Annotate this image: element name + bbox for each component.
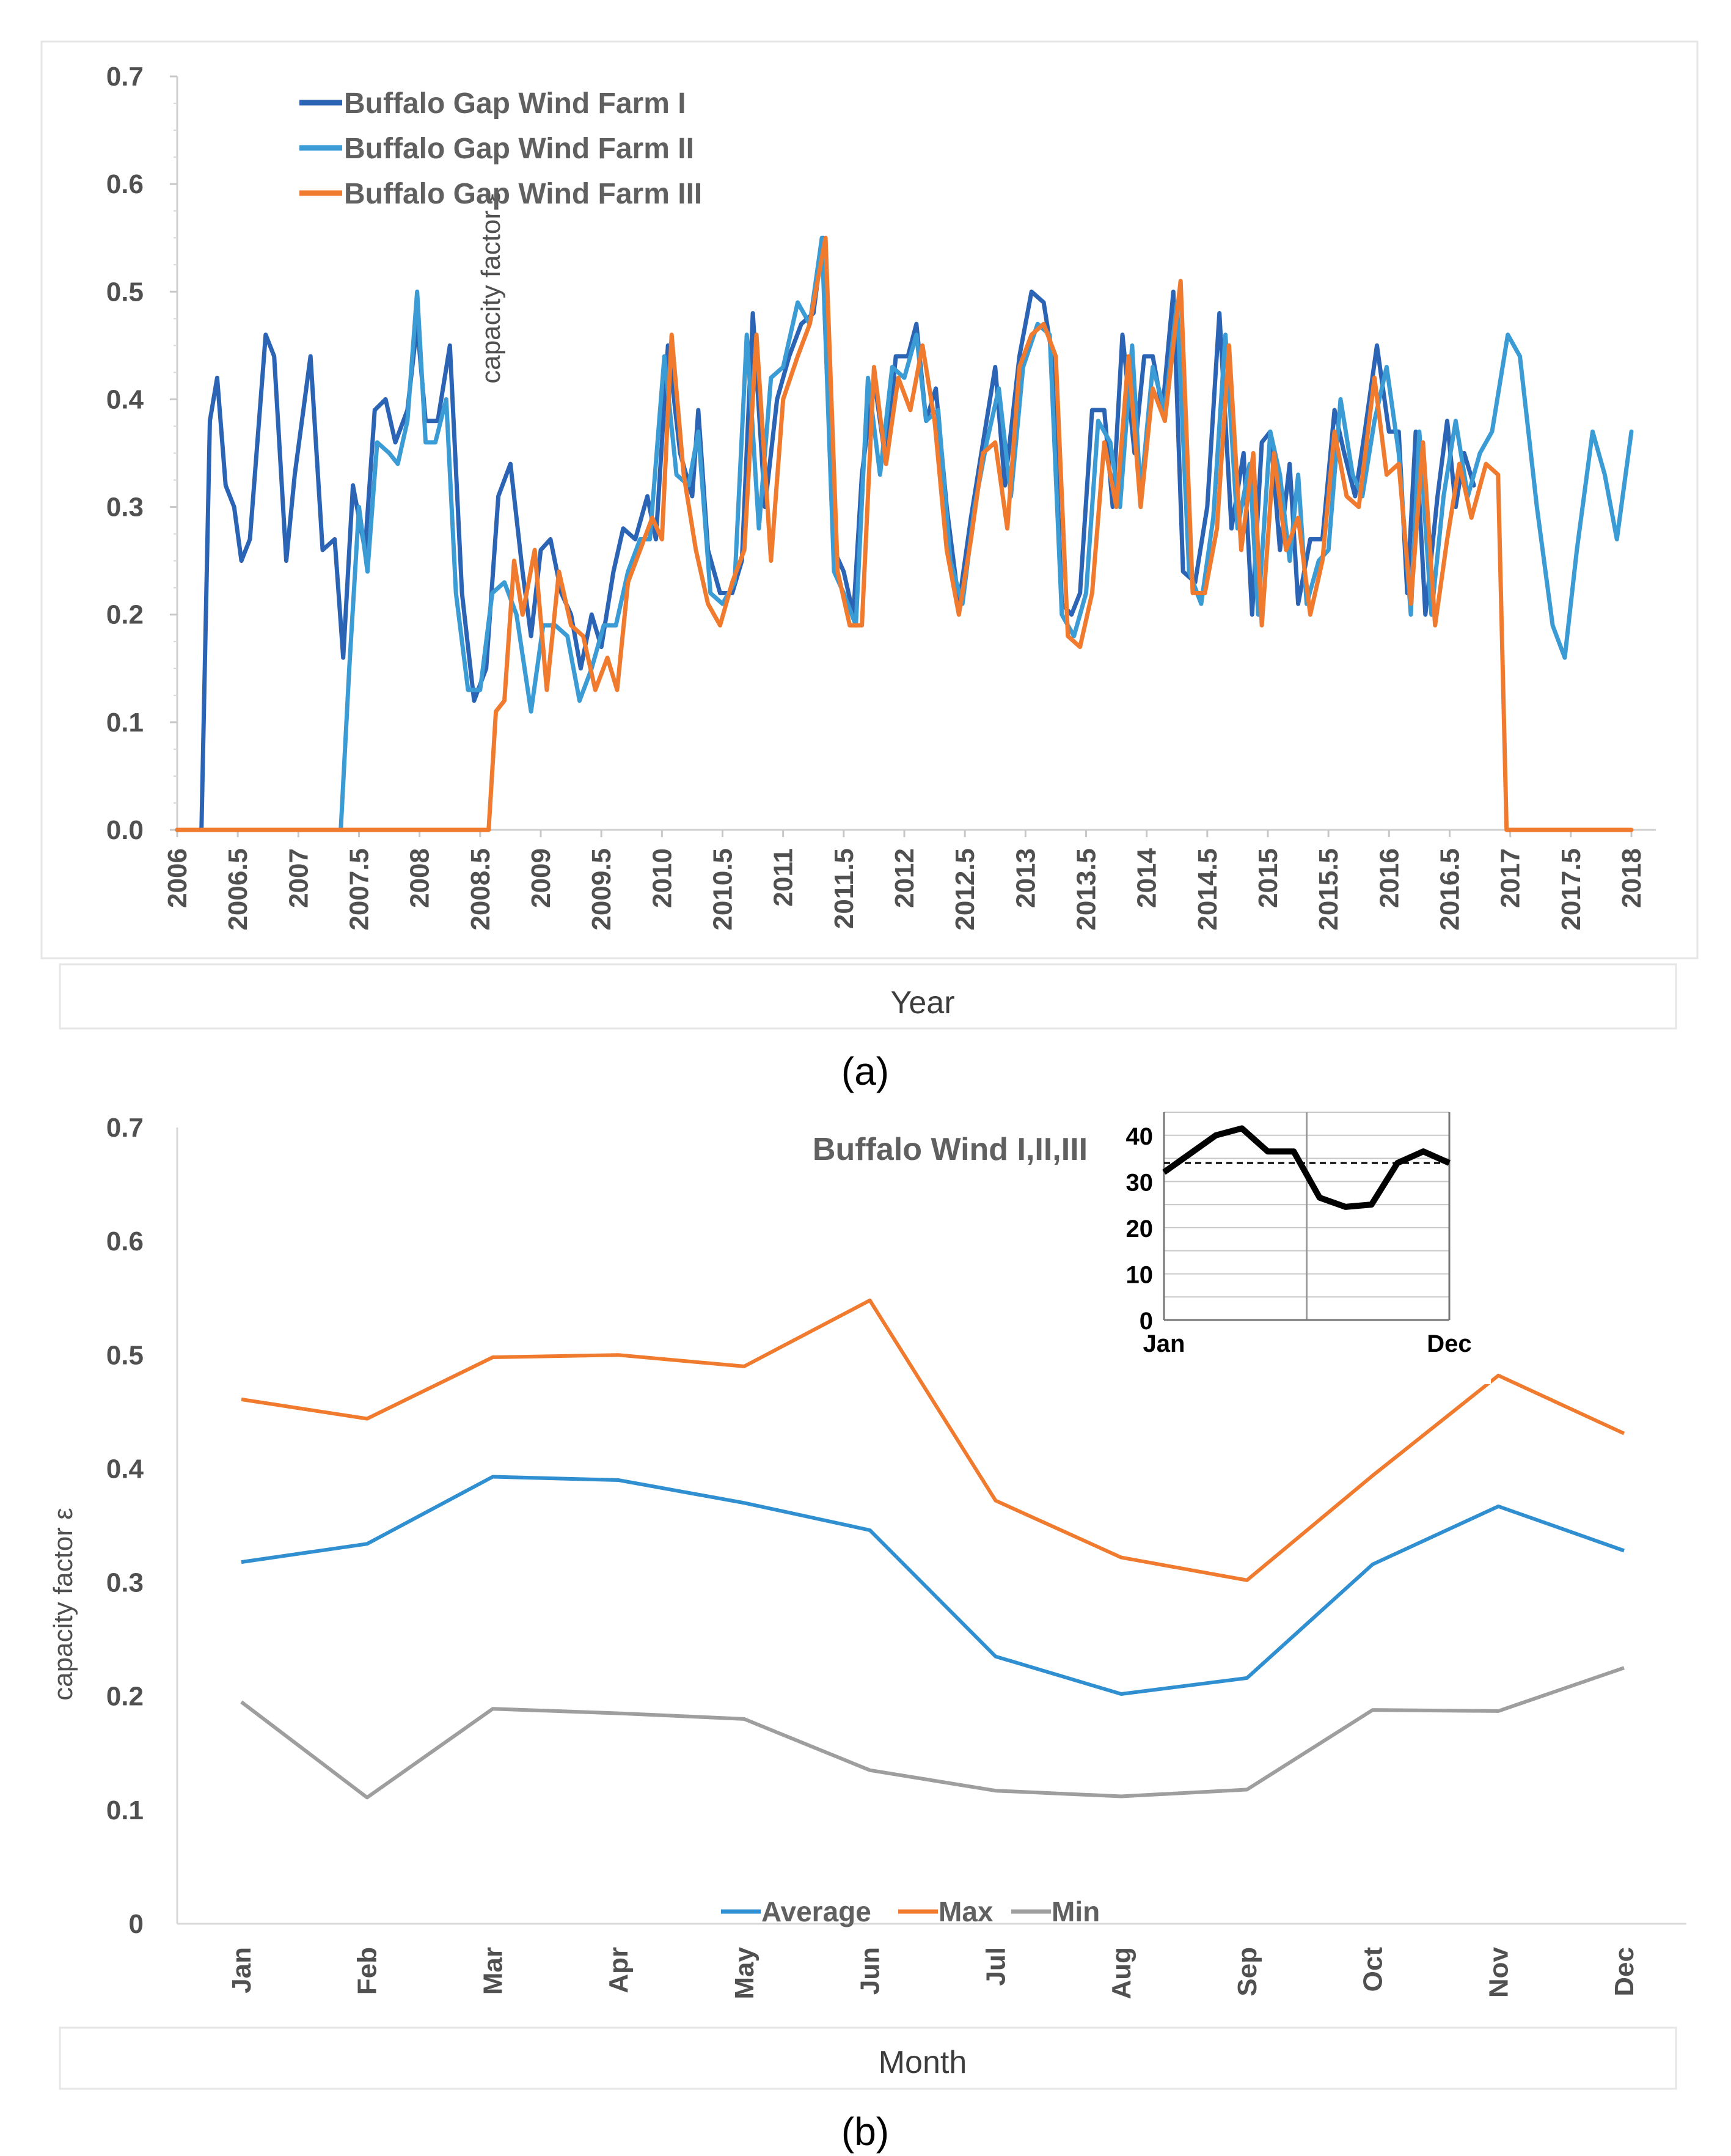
panel-a-y-tick-label: 0.2: [106, 600, 144, 630]
series-line-max: [241, 1298, 1625, 1582]
panel-a-x-tick-label: 2009: [526, 848, 556, 908]
panel-b-x-tick-label: Jul: [981, 1947, 1011, 1986]
panel-b-x-tick-label: Jan: [227, 1947, 257, 1993]
panel-a-x-tick-label: 2016.5: [1435, 848, 1465, 931]
panel-a-x-tick-label: 2016: [1374, 848, 1404, 908]
inset-chart: 0 10 20 30 40 Jan Dec: [1100, 1103, 1491, 1384]
panel-b-y-tick-label: 0.6: [106, 1226, 144, 1256]
panel-b-y-tick-label: 0.2: [106, 1682, 144, 1712]
panel-a-xlabel-box: [59, 963, 1677, 1030]
inset-x-tick-label: Dec: [1427, 1330, 1471, 1357]
panel-b-x-tick-label: Dec: [1609, 1947, 1639, 1997]
panel-a-x-tick-label: 2010.5: [708, 848, 738, 931]
panel-a-x-tick-label: 2007: [284, 848, 313, 908]
panel-b-x-tick-label: Aug: [1107, 1947, 1136, 2000]
panel-a-y-tick-label: 0.5: [106, 277, 144, 307]
panel-a-x-tick-label: 2011: [769, 848, 799, 906]
series-line-average: [241, 1475, 1625, 1696]
inset-x-tick-label: Jan: [1143, 1330, 1185, 1357]
panel-a-x-tick-label: 2015: [1253, 848, 1283, 908]
panel-a-chart: capacity factor ε Year 0.0 0.1 0.2 0.3 0.4 0.…: [40, 40, 1699, 1030]
inset-y-tick-label: 0: [1140, 1308, 1153, 1335]
panel-a-x-tick-label: 2009.5: [587, 848, 617, 931]
panel-a-x-tick-label: 2006.5: [223, 848, 253, 931]
inset-y-tick-label: 20: [1126, 1216, 1154, 1242]
panel-b-x-tick-label: Nov: [1484, 1946, 1513, 1998]
panel-a-caption: (a): [841, 1049, 889, 1093]
panel-a-x-tick-label: 2012: [890, 848, 920, 908]
panel-b-x-tick-label: Sep: [1232, 1947, 1262, 1997]
panel-b-y-tick-label: 0.4: [106, 1454, 144, 1484]
panel-b-y-axis-label: capacity factor ε: [48, 1508, 78, 1701]
panel-a-y-tick-label: 0.3: [106, 493, 144, 522]
panel-b-y-tick-label: 0.5: [106, 1340, 144, 1370]
panel-a-y-tick-label: 0.1: [106, 708, 144, 738]
panel-a-x-tick-label: 2010: [647, 848, 677, 908]
panel-a-x-tick-label: 2008: [405, 848, 435, 908]
inset-y-tick-label: 30: [1126, 1169, 1154, 1196]
panel-a-y-tick-label: 0.6: [106, 169, 144, 199]
panel-b-x-tick-label: Mar: [478, 1947, 508, 1995]
panel-b-title: Buffalo Wind I,II,III: [813, 1132, 1088, 1167]
panel-a-y-tick-label: 0.0: [106, 815, 144, 845]
inset-y-tick-label: 10: [1126, 1261, 1154, 1288]
panel-a-x-axis-label: Year: [890, 985, 954, 1021]
panel-a-x-tick-label: 2015.5: [1314, 848, 1344, 931]
series-line-farm3: [175, 235, 1634, 832]
panel-a-y-axis-label: capacity factor ε: [476, 191, 506, 384]
inset-y-tick-label: 40: [1126, 1123, 1154, 1150]
panel-a-x-tick-label: 2011.5: [829, 848, 859, 929]
legend-label-farm2: Buffalo Gap Wind Farm II: [344, 133, 694, 165]
panel-b-x-axis-label: Month: [879, 2045, 967, 2080]
panel-a-x-tick-label: 2008.5: [466, 848, 496, 931]
legend-label-farm1: Buffalo Gap Wind Farm I: [344, 87, 686, 120]
inset-series-line: [1162, 1125, 1451, 1210]
panel-b-x-tick-label: Feb: [353, 1947, 382, 1995]
panel-a-x-tick-label: 2018: [1617, 848, 1647, 908]
panel-a-x-tick-label: 2013: [1011, 848, 1041, 908]
panel-b-y-tick-label: 0: [129, 1909, 144, 1939]
panel-a-x-tick-label: 2012.5: [950, 848, 980, 931]
panel-a-x-tick-label: 2017.5: [1556, 848, 1586, 931]
panel-a-x-tick-label: 2006: [163, 848, 192, 908]
panel-a-x-tick-label: 2014: [1132, 848, 1162, 908]
panel-b-xlabel-box: [59, 2026, 1677, 2090]
legend-label-farm3: Buffalo Gap Wind Farm III: [344, 178, 702, 210]
panel-a-x-tick-label: 2013.5: [1072, 848, 1102, 931]
panel-a-y-tick-label: 0.7: [106, 62, 144, 92]
panel-a-y-tick-label: 0.4: [106, 384, 144, 414]
panel-b-x-tick-label: May: [730, 1946, 759, 1999]
panel-b-chart: capacity factor ε Month Buffalo Wind I,I…: [48, 1113, 1686, 2090]
panel-b-x-tick-label: Oct: [1358, 1947, 1388, 1992]
legend-label-min: Min: [1052, 1896, 1100, 1927]
panel-a-x-tick-label: 2014.5: [1193, 848, 1223, 931]
panel-b-y-tick-label: 0.3: [106, 1568, 144, 1598]
panel-b-x-tick-label: Jun: [855, 1947, 885, 1995]
panel-a-x-tick-label: 2017: [1496, 848, 1526, 908]
legend-label-average: Average: [761, 1896, 871, 1927]
panel-b-x-tick-label: Apr: [604, 1947, 634, 1993]
panel-b-caption: (b): [841, 2110, 889, 2154]
series-line-min: [240, 1666, 1625, 1800]
panel-b-y-tick-label: 0.7: [106, 1113, 144, 1143]
legend-label-max: Max: [939, 1896, 994, 1927]
panel-b-y-tick-label: 0.1: [106, 1795, 144, 1825]
panel-a-x-tick-label: 2007.5: [345, 848, 375, 931]
